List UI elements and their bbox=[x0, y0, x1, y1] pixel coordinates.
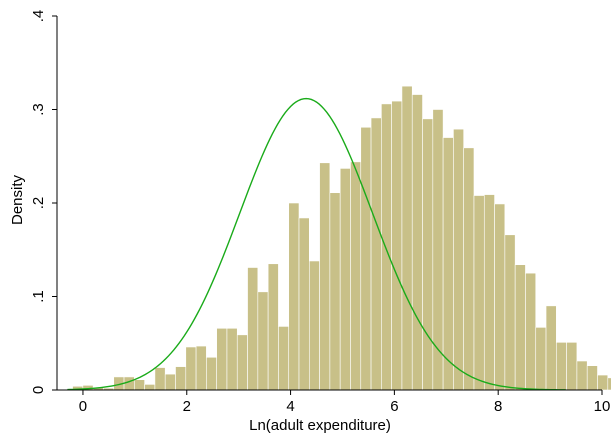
histogram-bar bbox=[597, 374, 609, 391]
histogram-bar bbox=[236, 334, 248, 391]
histogram-bar bbox=[370, 117, 382, 391]
histogram-bar bbox=[442, 137, 454, 391]
histogram-bar bbox=[566, 342, 578, 391]
histogram-bar bbox=[586, 365, 598, 391]
histogram-bar bbox=[144, 384, 156, 391]
histogram-bar bbox=[185, 346, 197, 391]
histogram-bar bbox=[154, 367, 166, 391]
histogram-bar bbox=[288, 202, 300, 391]
histogram-bar bbox=[206, 356, 217, 391]
x-tick-label: 0 bbox=[79, 398, 87, 415]
normal-density-curve bbox=[67, 97, 566, 391]
histogram-bar bbox=[422, 118, 434, 391]
histogram-bar bbox=[319, 162, 331, 391]
x-tick-label: 8 bbox=[494, 398, 502, 415]
histogram-bar bbox=[473, 195, 485, 391]
x-tick-label: 2 bbox=[183, 398, 191, 415]
histogram-bar bbox=[134, 379, 145, 391]
histogram-bar bbox=[391, 100, 403, 391]
histogram-bar bbox=[556, 342, 567, 391]
histogram-bar bbox=[226, 327, 238, 391]
histogram-bar bbox=[360, 126, 372, 391]
y-tick-label: .4 bbox=[30, 10, 47, 23]
y-axis-title: Density bbox=[9, 174, 26, 225]
histogram-bar bbox=[401, 85, 413, 391]
histogram-bar bbox=[257, 291, 269, 391]
histogram-bars bbox=[72, 85, 611, 391]
histogram-bar bbox=[504, 234, 516, 391]
x-axis-title: Ln(adult expenditure) bbox=[249, 417, 391, 434]
histogram-bar bbox=[329, 192, 341, 391]
histogram-bar bbox=[411, 94, 423, 391]
y-tick-label: .3 bbox=[30, 103, 47, 116]
histogram-bar bbox=[432, 109, 444, 391]
histogram-bar bbox=[308, 260, 320, 391]
histogram-bar bbox=[216, 327, 228, 391]
x-tick-label: 4 bbox=[286, 398, 294, 415]
histogram-bar bbox=[607, 377, 611, 391]
histogram-bar bbox=[350, 161, 362, 391]
x-tick-label: 6 bbox=[390, 398, 398, 415]
histogram-bar bbox=[545, 305, 557, 391]
histogram-bar bbox=[576, 360, 588, 391]
histogram-bar bbox=[164, 373, 176, 391]
histogram-bar bbox=[298, 217, 310, 391]
histogram-bar bbox=[278, 326, 290, 391]
histogram-bar bbox=[514, 264, 526, 391]
histogram-bar bbox=[339, 168, 351, 391]
y-tick-label: .2 bbox=[30, 197, 47, 210]
histogram-bar bbox=[525, 272, 537, 391]
histogram-bar bbox=[494, 203, 506, 391]
histogram-bar bbox=[535, 327, 547, 391]
histogram-bar bbox=[175, 366, 187, 391]
axes: 0 2 4 6 8 10 0 .1 .2 .3 .4 bbox=[30, 10, 610, 415]
y-tick-label: 0 bbox=[30, 386, 47, 394]
histogram-bar bbox=[463, 147, 475, 391]
histogram-bar bbox=[247, 267, 259, 391]
x-tick-label: 10 bbox=[594, 398, 611, 415]
histogram-bar bbox=[195, 345, 207, 391]
histogram-bar bbox=[381, 103, 392, 391]
y-tick-label: .1 bbox=[30, 290, 47, 303]
histogram-bar bbox=[483, 194, 495, 391]
histogram-bar bbox=[267, 263, 279, 391]
histogram-bar bbox=[453, 128, 464, 391]
